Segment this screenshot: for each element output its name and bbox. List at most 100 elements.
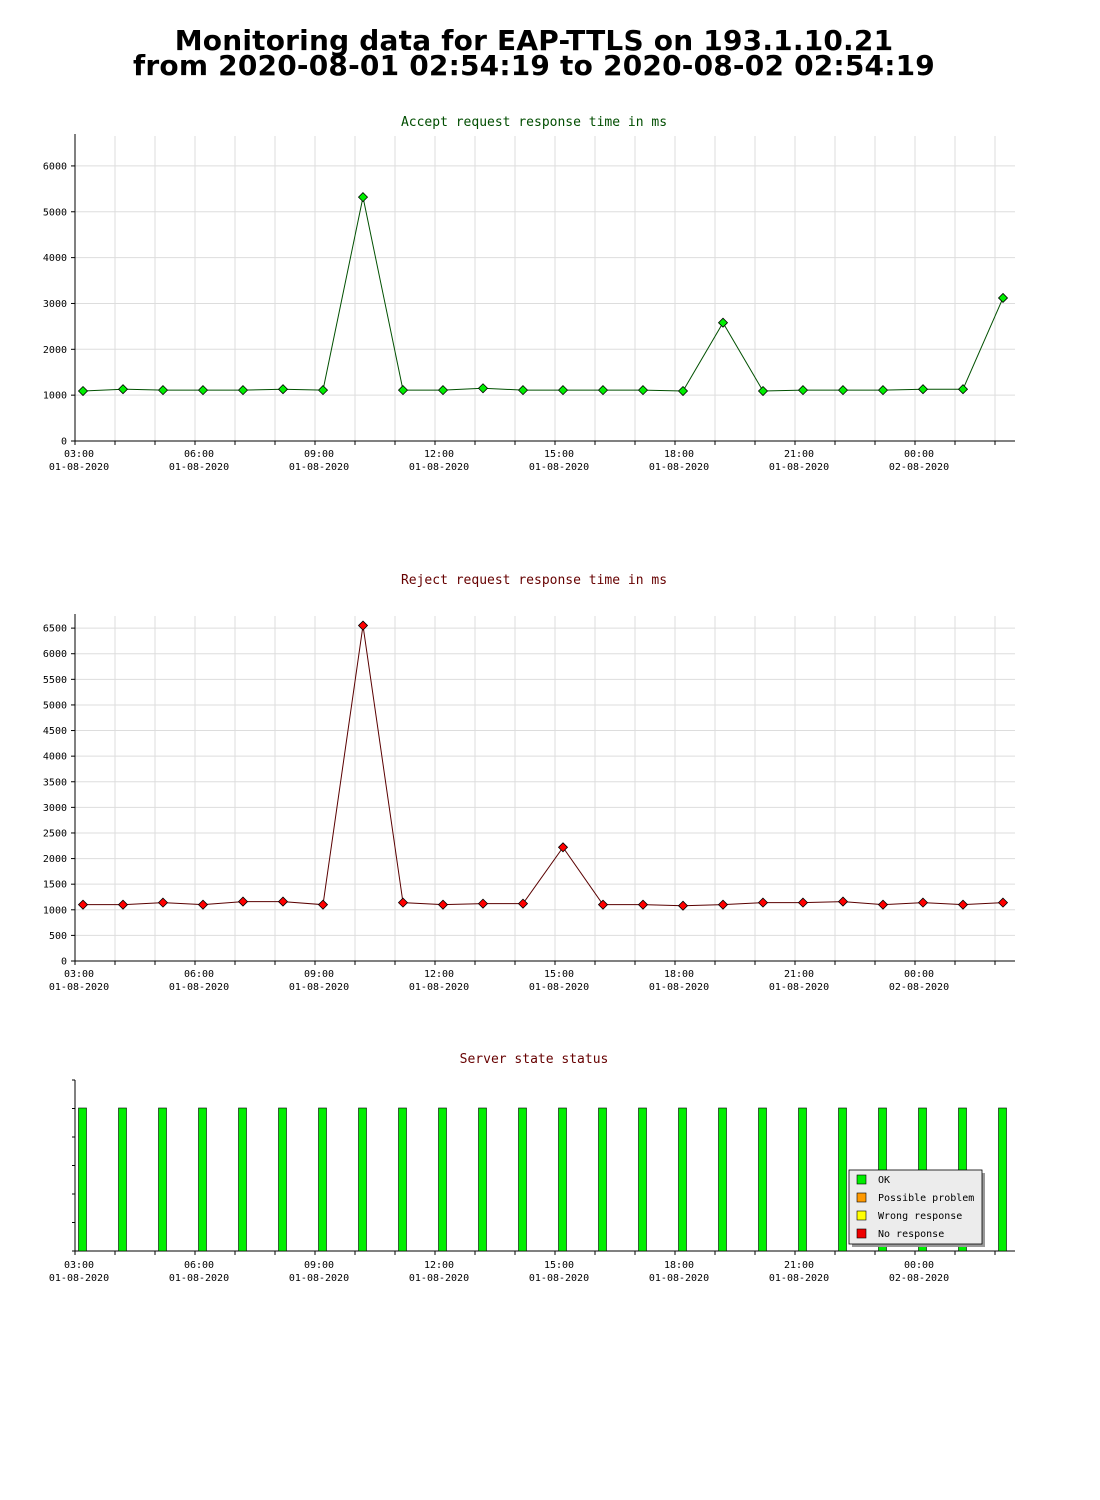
- y-tick-label: 6000: [43, 161, 67, 172]
- x-tick-time: 06:00: [184, 969, 214, 980]
- x-tick-time: 15:00: [544, 1260, 574, 1271]
- data-point: [837, 896, 849, 907]
- data-point: [277, 896, 289, 907]
- y-tick-label: 5000: [43, 700, 67, 711]
- data-point: [837, 385, 849, 396]
- x-tick-time: 00:00: [904, 1260, 934, 1271]
- chart-title: Accept request response time in ms: [401, 115, 667, 130]
- x-tick-time: 09:00: [304, 1260, 334, 1271]
- y-tick-label: 6500: [43, 624, 67, 635]
- x-tick-date: 01-08-2020: [49, 982, 109, 993]
- data-point: [77, 385, 89, 397]
- status-bar: [118, 1107, 127, 1252]
- status-bar: [998, 1107, 1007, 1252]
- x-tick-time: 03:00: [64, 1260, 94, 1271]
- legend-label: OK: [878, 1175, 890, 1186]
- x-tick-time: 12:00: [424, 969, 454, 980]
- data-point: [517, 898, 529, 909]
- data-point: [197, 385, 209, 396]
- data-point: [197, 899, 209, 910]
- data-point: [317, 385, 329, 396]
- x-tick-time: 03:00: [64, 969, 94, 980]
- data-point: [757, 385, 769, 397]
- chart-2: Reject request response time in ms 0 500 10…: [43, 573, 1015, 993]
- x-tick-date: 01-08-2020: [409, 462, 469, 473]
- data-point: [237, 385, 249, 396]
- y-tick-label: 0: [61, 437, 67, 448]
- x-tick-time: 21:00: [784, 449, 814, 460]
- x-tick-time: 18:00: [664, 1260, 694, 1271]
- chart-title: Server state status: [460, 1052, 609, 1067]
- y-tick-label: 1000: [43, 391, 67, 402]
- x-tick-date: 01-08-2020: [169, 462, 229, 473]
- data-point: [797, 385, 809, 396]
- x-tick-date: 01-08-2020: [409, 1273, 469, 1284]
- y-tick-label: 3500: [43, 777, 67, 788]
- data-point: [917, 384, 929, 395]
- status-bar: [78, 1107, 87, 1252]
- data-point: [957, 384, 969, 395]
- y-tick-label: 5000: [43, 207, 67, 218]
- data-point: [877, 899, 889, 910]
- legend-label: Wrong response: [878, 1211, 962, 1222]
- chart-title: Reject request response time in ms: [401, 573, 667, 588]
- y-tick-label: 4500: [43, 726, 67, 737]
- x-tick-date: 01-08-2020: [649, 462, 709, 473]
- page-title-line-1: Monitoring data for EAP-TTLS on 193.1.10…: [174, 24, 894, 57]
- data-point: [677, 385, 689, 397]
- status-bar: [798, 1107, 807, 1252]
- y-tick-label: 500: [49, 931, 67, 942]
- y-tick-label: 1000: [43, 905, 67, 916]
- data-point: [277, 384, 289, 395]
- legend-box: [848, 1169, 983, 1245]
- data-point: [357, 192, 369, 203]
- status-bar: [478, 1107, 487, 1252]
- data-point: [677, 900, 689, 911]
- x-tick-date: 02-08-2020: [889, 1273, 949, 1284]
- legend-swatch: [856, 1210, 867, 1221]
- x-tick-time: 06:00: [184, 449, 214, 460]
- y-tick-label: 2000: [43, 345, 67, 356]
- x-tick-date: 01-08-2020: [169, 982, 229, 993]
- data-point: [437, 899, 449, 910]
- legend-swatch: [856, 1174, 867, 1185]
- x-tick-time: 03:00: [64, 449, 94, 460]
- x-tick-date: 01-08-2020: [529, 982, 589, 993]
- data-point: [477, 383, 489, 394]
- data-point: [717, 899, 729, 910]
- x-tick-time: 09:00: [304, 449, 334, 460]
- chart-1: Accept request response time in ms 0 1000 2…: [43, 115, 1015, 473]
- x-tick-time: 15:00: [544, 449, 574, 460]
- status-bar: [718, 1107, 727, 1252]
- status-bar: [838, 1107, 847, 1252]
- x-tick-date: 01-08-2020: [289, 1273, 349, 1284]
- status-bar: [438, 1107, 447, 1252]
- data-point: [317, 899, 329, 910]
- data-point: [797, 897, 809, 908]
- x-tick-date: 01-08-2020: [289, 982, 349, 993]
- status-bar: [638, 1107, 647, 1252]
- y-tick-label: 0: [61, 957, 67, 968]
- data-point: [557, 385, 569, 396]
- x-tick-date: 01-08-2020: [529, 462, 589, 473]
- x-tick-time: 21:00: [784, 1260, 814, 1271]
- x-tick-date: 01-08-2020: [169, 1273, 229, 1284]
- data-point: [397, 897, 409, 908]
- data-point: [557, 842, 569, 853]
- legend-swatch: [856, 1228, 867, 1239]
- status-bar: [278, 1107, 287, 1252]
- x-tick-date: 01-08-2020: [649, 982, 709, 993]
- y-tick-label: 3000: [43, 803, 67, 814]
- x-tick-time: 18:00: [664, 449, 694, 460]
- data-point: [757, 897, 769, 908]
- x-tick-time: 12:00: [424, 1260, 454, 1271]
- data-point: [77, 899, 89, 910]
- series-line: [83, 625, 1004, 907]
- legend-label: Possible problem: [878, 1193, 974, 1204]
- x-tick-time: 00:00: [904, 449, 934, 460]
- data-point: [957, 899, 969, 910]
- data-point: [917, 897, 929, 908]
- y-tick-label: 4000: [43, 752, 67, 763]
- status-bar: [158, 1107, 167, 1252]
